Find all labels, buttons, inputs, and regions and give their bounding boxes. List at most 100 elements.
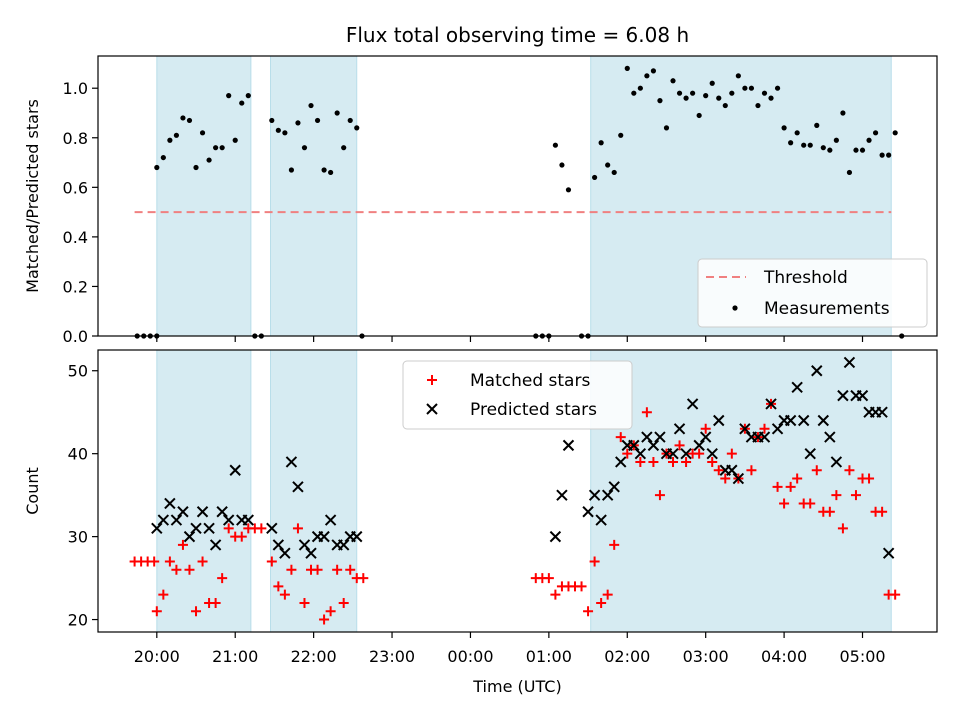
predicted-point: [843, 356, 856, 369]
measurement-point: [552, 142, 558, 148]
predicted-point: [699, 431, 712, 443]
predicted-point: [183, 530, 196, 543]
matched-point: [844, 465, 855, 476]
measurement-point: [618, 132, 624, 138]
x-tick-label: 22:00: [291, 647, 337, 666]
predicted-point: [595, 514, 607, 526]
predicted-point: [680, 447, 692, 460]
matched-point: [837, 523, 848, 534]
measurement-point: [820, 145, 826, 151]
observing-interval: [270, 349, 358, 633]
matched-point: [217, 573, 228, 584]
x-tick-label: 04:00: [761, 647, 807, 666]
measurement-point: [167, 137, 173, 143]
measurement-point: [735, 73, 741, 79]
predicted-point: [804, 447, 816, 460]
measurement-point: [872, 130, 879, 136]
predicted-point: [824, 431, 836, 443]
y-axis-label: Count: [23, 467, 42, 515]
measurement-point: [866, 137, 872, 143]
measurement-point: [657, 98, 663, 104]
predicted-point: [292, 481, 304, 493]
legend-matched-label: Matched stars: [470, 371, 590, 391]
measurement-point: [853, 147, 859, 153]
observing-interval: [156, 55, 252, 337]
matched-point: [596, 597, 607, 608]
y-axis-label: Matched/Predicted stars: [23, 99, 42, 293]
measurement-point: [768, 95, 774, 101]
chart-title: Flux total observing time = 6.08 h: [346, 23, 689, 47]
matched-point: [772, 481, 783, 492]
observing-interval: [156, 349, 252, 633]
matched-point: [312, 564, 323, 575]
predicted-point: [164, 497, 176, 510]
measurement-point: [611, 169, 617, 176]
predicted-point: [157, 514, 170, 526]
y-tick-label: 0.2: [63, 277, 88, 296]
measurement-point: [321, 167, 327, 173]
top-panel: 0.0 0.2 0.4 0.6 0.8 1.0 Matched/Predicted star…: [23, 23, 938, 346]
predicted-point: [686, 398, 699, 410]
y-tick-label: 1.0: [63, 79, 88, 98]
measurement-point: [892, 130, 898, 136]
predicted-point: [337, 539, 350, 551]
matched-point: [210, 597, 221, 608]
matched-point: [641, 407, 652, 418]
measurement-point: [354, 125, 360, 131]
legend-measurement-label: Measurements: [764, 299, 890, 319]
measurement-point: [729, 90, 735, 96]
matched-point: [700, 423, 711, 434]
measurement-point: [788, 140, 794, 146]
predicted-point: [739, 423, 751, 435]
predicted-point: [151, 522, 163, 535]
predicted-point: [667, 447, 679, 460]
predicted-point: [318, 530, 330, 543]
measurement-point: [879, 152, 885, 158]
x-tick-label: 20:00: [134, 647, 180, 666]
measurement-point: [275, 127, 281, 133]
predicted-point: [279, 547, 291, 559]
matched-point: [299, 597, 310, 608]
matched-point: [681, 456, 692, 467]
matched-point: [668, 456, 679, 467]
matched-point: [149, 556, 160, 567]
matched-point: [785, 481, 796, 492]
measurement-point: [288, 167, 295, 173]
measurement-point: [559, 162, 565, 168]
matched-point: [236, 531, 247, 542]
matched-point: [197, 556, 208, 567]
measurement-point: [814, 122, 820, 128]
predicted-point: [830, 456, 843, 468]
measurement-point: [341, 145, 347, 151]
measurement-point: [690, 90, 696, 96]
predicted-point: [647, 439, 660, 452]
matched-point: [184, 564, 195, 575]
predicted-point: [641, 431, 653, 443]
matched-point: [325, 606, 336, 617]
x-tick-label: 21:00: [212, 647, 258, 666]
measurement-point: [703, 93, 709, 99]
legend-threshold-label: Threshold: [763, 268, 848, 288]
measurement-point: [663, 125, 670, 131]
y-tick-label: 20: [68, 611, 88, 630]
predicted-point: [582, 506, 594, 518]
matched-point: [550, 589, 561, 600]
predicted-point: [203, 522, 215, 535]
matched-point: [151, 606, 162, 617]
measurement-point: [676, 90, 683, 96]
matched-point: [622, 448, 633, 459]
predicted-point: [285, 456, 298, 468]
matched-point: [338, 597, 349, 608]
measurement-point: [269, 117, 275, 124]
matched-point: [266, 556, 277, 567]
measurement-point: [565, 187, 572, 193]
predicted-point: [856, 389, 869, 402]
measurement-point: [833, 137, 839, 143]
predicted-point: [758, 431, 771, 443]
measurement-point: [696, 112, 702, 119]
matched-point: [332, 564, 343, 575]
matched-point: [890, 589, 901, 600]
predicted-point: [272, 539, 285, 551]
matched-point: [877, 506, 888, 517]
